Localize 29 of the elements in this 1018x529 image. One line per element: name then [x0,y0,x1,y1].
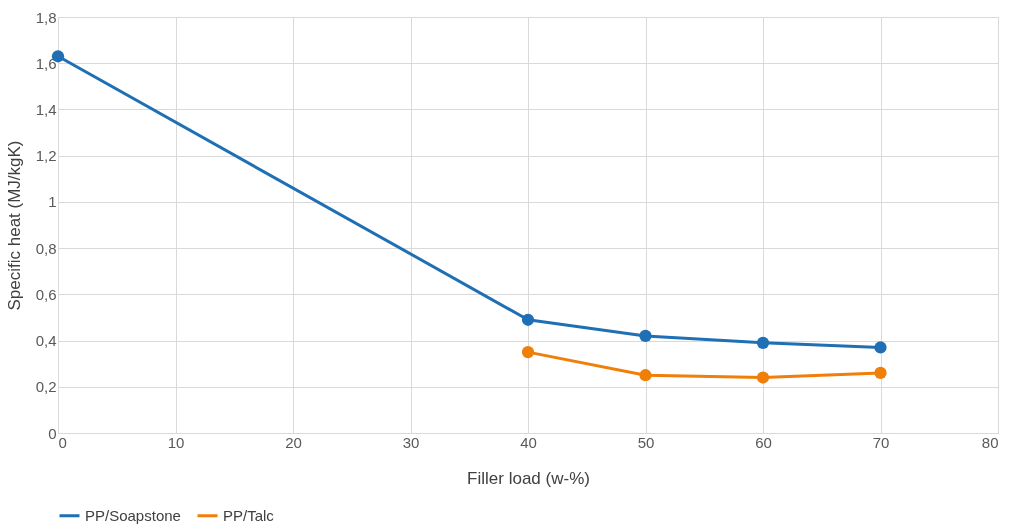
point [521,346,535,359]
x-tick-label: 40 [520,433,537,451]
x-tick-label: 80 [981,433,999,451]
y-tick-label: 1,2 [35,147,57,165]
point [756,371,770,384]
y-tick-label: 0,6 [35,285,57,303]
x-axis-title: Filler load (w-%) [467,468,590,488]
x-tick-label: 10 [167,433,185,451]
y-tick-label: 0,8 [35,239,57,257]
y-tick-label: 1 [48,193,57,211]
point [874,366,887,380]
point [639,329,652,343]
x-tick-label: 20 [285,433,302,451]
point [639,369,652,382]
point [521,313,535,326]
legend-label: PP/Talc [223,506,275,524]
y-tick-label: 1,4 [35,100,57,118]
x-tick-label: 30 [402,433,420,451]
x-tick-label: 70 [872,433,890,451]
y-tick-label: 1,6 [35,54,57,72]
y-tick-label: 0,4 [35,332,57,350]
x-tick-label: 50 [637,433,655,451]
y-tick-label: 0,2 [35,378,57,396]
x-tick-label: 60 [755,433,772,451]
y-axis-title: Specific heat (MJ/kgK) [4,140,24,311]
legend-label: PP/Soapstone [85,506,181,524]
point [756,336,770,349]
point [874,341,887,354]
y-tick-label: 1,8 [35,8,57,26]
